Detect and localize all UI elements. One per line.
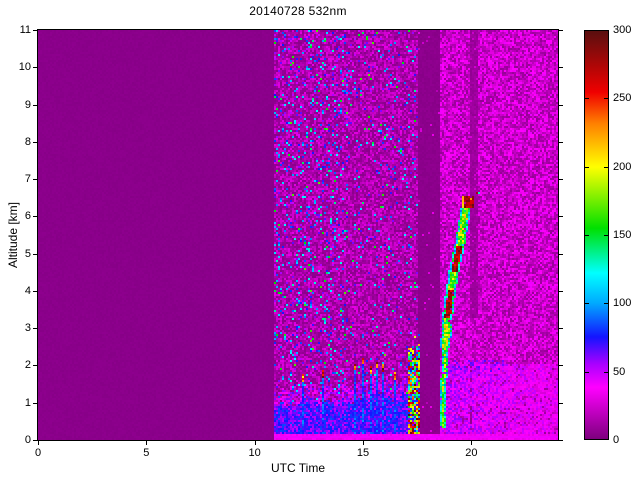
y-tick-mark-right: [559, 30, 563, 31]
y-tick-mark-right: [559, 365, 563, 367]
x-tick-mark: [38, 441, 39, 445]
y-tick-label: 2: [24, 359, 31, 372]
colorbar-tick-label: 150: [613, 229, 632, 241]
y-tick-label: 0: [24, 434, 31, 446]
y-tick-mark: [33, 179, 37, 181]
y-tick-label: 10: [18, 61, 31, 74]
colorbar-tick-mark: [604, 98, 608, 100]
colorbar-tick-mark: [604, 303, 608, 305]
y-tick-mark: [33, 402, 37, 404]
colorbar-tick-label: 0: [613, 434, 620, 446]
y-tick-mark: [33, 67, 37, 69]
y-tick-mark: [33, 30, 37, 31]
y-tick-mark: [33, 328, 37, 330]
x-tick-label: 0: [34, 447, 42, 459]
heatmap-canvas: [38, 30, 558, 440]
y-tick-mark: [33, 365, 37, 367]
y-tick-mark: [33, 216, 37, 218]
colorbar-tick-mark: [604, 235, 608, 236]
y-tick-label: 11: [19, 24, 31, 36]
colorbar-tick-label: 250: [613, 92, 632, 105]
y-tick-label: 3: [24, 322, 31, 335]
colorbar-tick-mark: [585, 166, 589, 168]
colorbar-tick-mark: [585, 371, 589, 373]
x-tick-mark: [254, 441, 256, 445]
colorbar-tick-mark: [585, 235, 589, 236]
colorbar-tick-mark: [585, 303, 589, 305]
y-tick-label: 6: [24, 210, 31, 223]
x-tick-label: 5: [143, 447, 150, 459]
x-tick-label: 15: [356, 447, 370, 459]
colorbar-tick-mark: [604, 166, 608, 168]
y-tick-label: 8: [24, 135, 31, 148]
y-tick-mark: [33, 253, 37, 255]
colorbar-tick-mark: [585, 98, 589, 100]
colorbar-tick-mark: [604, 371, 608, 373]
colorbar-tick-label: 200: [613, 160, 632, 173]
x-tick-label: 10: [248, 447, 261, 459]
colorbar-tick-label: 300: [613, 24, 632, 36]
y-tick-mark-right: [559, 402, 563, 404]
colorbar-tick-label: 50: [613, 365, 626, 378]
y-tick-label: 7: [24, 173, 31, 186]
y-tick-mark: [33, 440, 37, 441]
x-tick-mark: [363, 441, 364, 445]
y-tick-mark-right: [559, 440, 563, 441]
x-tick-mark: [471, 441, 473, 445]
y-tick-label: 1: [24, 396, 31, 409]
chart-title: 20140728 532nm: [249, 4, 347, 18]
x-tick-mark: [146, 441, 148, 445]
y-tick-mark-right: [559, 290, 563, 292]
colorbar-gradient: [585, 31, 608, 439]
y-tick-mark: [33, 141, 37, 143]
y-tick-mark-right: [559, 216, 563, 218]
plot-area: [38, 30, 558, 440]
y-tick-mark-right: [559, 253, 563, 255]
y-tick-mark-right: [559, 328, 563, 330]
y-tick-mark: [33, 104, 37, 106]
x-axis-label: UTC Time: [271, 461, 325, 475]
y-tick-mark-right: [559, 179, 563, 181]
y-tick-label: 9: [24, 98, 31, 111]
y-tick-mark-right: [559, 141, 563, 143]
y-tick-mark-right: [559, 67, 563, 69]
y-tick-label: 5: [24, 247, 31, 260]
y-tick-label: 4: [24, 284, 31, 297]
y-tick-mark: [33, 290, 37, 292]
colorbar: [584, 30, 609, 440]
y-tick-mark-right: [559, 104, 563, 106]
x-tick-label: 20: [465, 447, 478, 459]
colorbar-tick-label: 100: [613, 297, 632, 310]
